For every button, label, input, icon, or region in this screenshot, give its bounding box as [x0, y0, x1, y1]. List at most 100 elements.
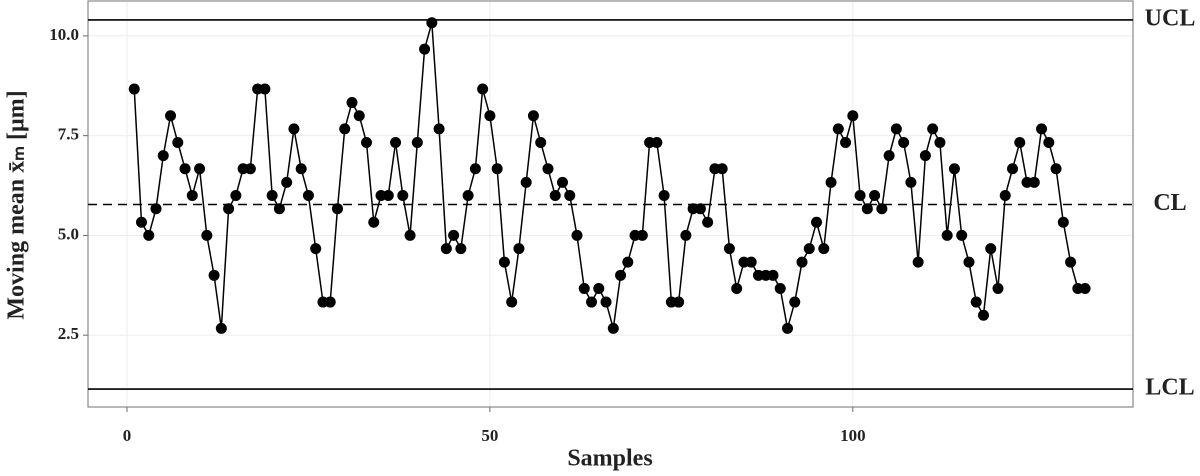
- data-point: [658, 190, 670, 202]
- data-point: [789, 296, 801, 308]
- data-point: [564, 190, 576, 202]
- data-point: [651, 136, 663, 148]
- data-point: [832, 123, 844, 135]
- data-point: [854, 190, 866, 202]
- data-point: [223, 203, 235, 215]
- data-point: [680, 229, 692, 241]
- data-point: [956, 229, 968, 241]
- data-point: [919, 150, 931, 162]
- data-point: [934, 136, 946, 148]
- data-point: [506, 296, 518, 308]
- data-point: [331, 203, 343, 215]
- y-tick-label: 5.0: [58, 224, 79, 243]
- data-point: [774, 282, 786, 294]
- data-point: [811, 216, 823, 228]
- data-point: [694, 203, 706, 215]
- data-point: [397, 190, 409, 202]
- data-point: [1065, 256, 1077, 268]
- data-point: [208, 269, 220, 281]
- data-point: [716, 163, 728, 175]
- data-point: [288, 123, 300, 135]
- data-point: [796, 256, 808, 268]
- data-point: [607, 322, 619, 334]
- data-point: [150, 203, 162, 215]
- data-point: [433, 123, 445, 135]
- data-point: [215, 322, 227, 334]
- data-point: [498, 256, 510, 268]
- y-axis-title: Moving mean x̄ₘ [μm]: [4, 90, 30, 319]
- data-point: [520, 176, 532, 188]
- data-point: [890, 123, 902, 135]
- reference-label: LCL: [1145, 375, 1194, 401]
- data-point: [230, 190, 242, 202]
- data-point: [636, 229, 648, 241]
- data-point: [143, 229, 155, 241]
- data-point: [571, 229, 583, 241]
- data-point: [825, 176, 837, 188]
- data-point: [135, 216, 147, 228]
- data-point: [781, 322, 793, 334]
- data-point: [673, 296, 685, 308]
- data-point: [767, 269, 779, 281]
- x-axis-title: Samples: [567, 446, 652, 472]
- data-point: [201, 229, 213, 241]
- data-point: [593, 282, 605, 294]
- data-point: [310, 243, 322, 255]
- data-point: [600, 296, 612, 308]
- data-point: [977, 309, 989, 321]
- data-point: [462, 190, 474, 202]
- data-point: [244, 163, 256, 175]
- data-point: [818, 243, 830, 255]
- data-point: [455, 243, 467, 255]
- data-point: [723, 243, 735, 255]
- data-point: [549, 190, 561, 202]
- data-point: [1057, 216, 1069, 228]
- data-point: [883, 150, 895, 162]
- data-point: [578, 282, 590, 294]
- data-point: [302, 190, 314, 202]
- data-point: [702, 216, 714, 228]
- data-point: [927, 123, 939, 135]
- data-point: [963, 256, 975, 268]
- data-point: [128, 83, 140, 95]
- x-tick-label: 100: [840, 426, 866, 445]
- data-point: [390, 136, 402, 148]
- data-point: [869, 190, 881, 202]
- x-tick-label: 50: [481, 426, 498, 445]
- data-point: [419, 43, 431, 55]
- data-point: [186, 190, 198, 202]
- y-tick-label: 7.5: [58, 125, 79, 144]
- data-point: [745, 256, 757, 268]
- data-point: [484, 110, 496, 122]
- data-point: [941, 229, 953, 241]
- data-point: [1050, 163, 1062, 175]
- data-point: [404, 229, 416, 241]
- reference-label: CL: [1153, 190, 1186, 216]
- data-point: [876, 203, 888, 215]
- data-point: [179, 163, 191, 175]
- data-point: [985, 243, 997, 255]
- data-point: [1043, 136, 1055, 148]
- data-point: [586, 296, 598, 308]
- x-tick-label: 0: [123, 426, 132, 445]
- data-point: [999, 190, 1011, 202]
- data-point: [556, 176, 568, 188]
- data-point: [368, 216, 380, 228]
- data-point: [905, 176, 917, 188]
- y-tick-label: 2.5: [58, 324, 79, 343]
- data-point: [281, 176, 293, 188]
- data-point: [513, 243, 525, 255]
- y-tick-label: 10.0: [49, 25, 79, 44]
- data-point: [527, 110, 539, 122]
- reference-label: UCL: [1145, 5, 1196, 31]
- data-point: [448, 229, 460, 241]
- data-point: [898, 136, 910, 148]
- data-point: [172, 136, 184, 148]
- data-point: [382, 190, 394, 202]
- data-point: [273, 203, 285, 215]
- data-point: [847, 110, 859, 122]
- data-point: [1079, 282, 1091, 294]
- data-point: [948, 163, 960, 175]
- data-point: [411, 136, 423, 148]
